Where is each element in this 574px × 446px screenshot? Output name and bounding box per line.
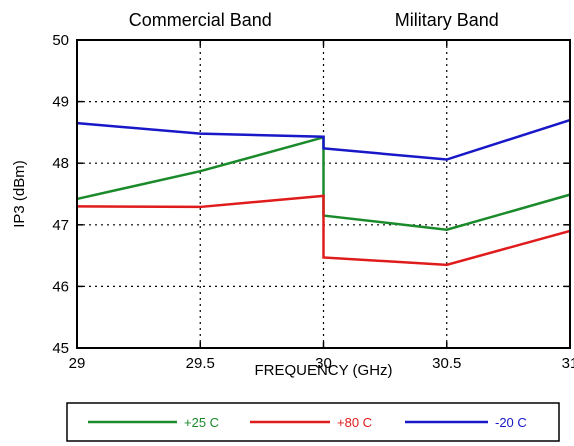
y-tick-label: 47 — [52, 217, 69, 234]
y-tick-label: 50 — [52, 32, 69, 49]
y-tick-label: 46 — [52, 278, 69, 295]
axis-ticks: 29 29.5 30 30.5 31 45 46 47 48 49 50 — [52, 32, 574, 372]
y-tick-label: 48 — [52, 155, 69, 172]
band-label: Commercial Band — [129, 10, 272, 30]
legend-label: +80 C — [337, 415, 372, 430]
legend-label: -20 C — [495, 415, 527, 430]
legend-label: +25 C — [184, 415, 219, 430]
x-tick-label: 29 — [69, 355, 86, 372]
x-tick-label: 30.5 — [432, 355, 461, 372]
series-line-20c — [76, 118, 571, 161]
band-labels: Commercial Band Military Band — [129, 10, 499, 30]
series-line-80c — [76, 194, 571, 267]
x-tick-label: 30 — [315, 355, 332, 372]
y-tick-label: 45 — [52, 340, 69, 357]
legend: +25 C +80 C -20 C — [66, 402, 560, 442]
x-tick-label: 31 — [562, 355, 574, 372]
y-axis-title: IP3 (dBm) — [11, 160, 28, 228]
x-axis-title: FREQUENCY (GHz) — [254, 362, 392, 379]
legend-box — [66, 402, 560, 442]
x-tick-label: 29.5 — [186, 355, 215, 372]
series-line-25c — [76, 135, 571, 231]
band-label: Military Band — [395, 10, 499, 30]
series-lines — [76, 118, 571, 267]
y-tick-label: 49 — [52, 94, 69, 111]
